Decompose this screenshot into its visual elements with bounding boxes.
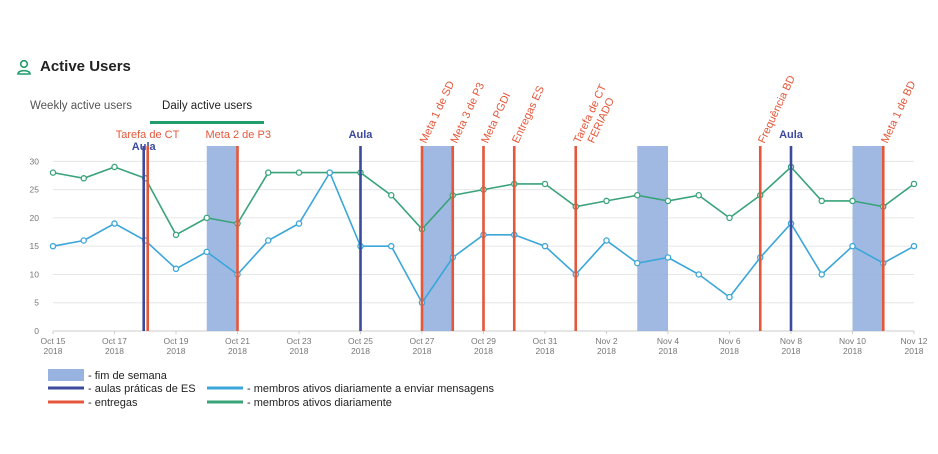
panel-header: Active Users bbox=[16, 58, 131, 75]
x-tick-year-label: 2018 bbox=[228, 346, 247, 356]
x-tick-label: Oct 15 bbox=[40, 336, 65, 346]
x-tick-year-label: 2018 bbox=[474, 346, 493, 356]
weekend-band bbox=[206, 146, 238, 331]
data-point-daily bbox=[387, 191, 395, 199]
data-point-messages bbox=[541, 242, 549, 250]
data-point-daily bbox=[603, 197, 610, 205]
x-tick-label: Nov 12 bbox=[901, 336, 928, 346]
page-title: Active Users bbox=[40, 58, 131, 75]
data-point-messages bbox=[49, 242, 57, 250]
data-point-daily bbox=[664, 197, 672, 205]
x-tick-year-label: 2018 bbox=[105, 346, 124, 356]
x-tick-label: Nov 2 bbox=[595, 336, 617, 346]
x-tick-label: Oct 17 bbox=[102, 336, 127, 346]
y-tick-label: 10 bbox=[30, 269, 40, 279]
x-tick-label: Nov 8 bbox=[780, 336, 802, 346]
data-point-messages bbox=[818, 271, 826, 278]
weekend-band bbox=[422, 146, 453, 331]
x-tick-label: Nov 4 bbox=[657, 336, 679, 346]
tab-weekly-active-users[interactable]: Weekly active users bbox=[30, 100, 133, 112]
tab-bar: Weekly active users Daily active users bbox=[18, 96, 265, 124]
legend-label: - entregas bbox=[88, 397, 138, 409]
data-point-daily bbox=[695, 191, 703, 199]
data-point-daily bbox=[541, 180, 549, 188]
legend-label: - fim de semana bbox=[88, 370, 168, 382]
annotation-label: Aula bbox=[779, 129, 804, 141]
y-tick-label: 15 bbox=[30, 241, 40, 251]
data-point-messages bbox=[203, 248, 210, 256]
data-point-messages bbox=[387, 242, 395, 250]
data-point-messages bbox=[849, 242, 856, 250]
x-tick-label: Oct 19 bbox=[163, 336, 188, 346]
x-tick-year-label: 2018 bbox=[290, 346, 309, 356]
annotation-label: Aula bbox=[132, 141, 157, 153]
y-tick-label: 0 bbox=[34, 326, 39, 336]
data-point-messages bbox=[326, 169, 333, 176]
x-tick-label: Nov 6 bbox=[718, 336, 740, 346]
data-point-messages bbox=[634, 259, 641, 267]
data-point-messages bbox=[264, 237, 272, 244]
data-point-daily bbox=[849, 197, 856, 205]
x-tick-label: Oct 21 bbox=[225, 336, 250, 346]
legend-swatch-box bbox=[48, 369, 84, 381]
y-tick-label: 20 bbox=[30, 213, 40, 223]
data-point-messages bbox=[295, 220, 303, 227]
data-point-messages bbox=[172, 265, 180, 273]
data-point-messages bbox=[726, 293, 733, 301]
x-tick-year-label: 2018 bbox=[843, 346, 862, 356]
annotation-label: Aula bbox=[349, 129, 374, 141]
x-tick-year-label: 2018 bbox=[782, 346, 801, 356]
data-point-messages bbox=[695, 271, 703, 278]
data-point-daily bbox=[264, 169, 272, 176]
weekend-band bbox=[637, 146, 668, 331]
data-point-daily bbox=[818, 197, 826, 205]
data-point-daily bbox=[295, 169, 303, 176]
data-point-messages bbox=[603, 237, 610, 244]
x-tick-year-label: 2018 bbox=[413, 346, 432, 356]
user-icon bbox=[17, 59, 31, 75]
x-tick-year-label: 2018 bbox=[905, 346, 924, 356]
data-point-messages bbox=[80, 237, 88, 244]
y-tick-label: 25 bbox=[30, 185, 40, 195]
x-tick-label: Oct 27 bbox=[409, 336, 434, 346]
tab-daily-active-users[interactable]: Daily active users bbox=[150, 96, 265, 124]
data-point-daily bbox=[49, 169, 57, 176]
data-point-daily bbox=[111, 163, 118, 171]
data-point-daily bbox=[80, 175, 88, 182]
data-point-messages bbox=[111, 220, 118, 227]
annotation-label: Meta 1 de BD bbox=[879, 79, 918, 145]
annotation-label: Meta PGDI bbox=[479, 91, 513, 145]
x-tick-label: Nov 10 bbox=[839, 336, 866, 346]
data-point-daily bbox=[172, 231, 180, 239]
x-tick-label: Oct 23 bbox=[286, 336, 311, 346]
x-tick-label: Oct 29 bbox=[471, 336, 496, 346]
x-tick-year-label: 2018 bbox=[351, 346, 370, 356]
annotation-label: Meta 2 de P3 bbox=[206, 129, 271, 141]
x-tick-year-label: 2018 bbox=[597, 346, 616, 356]
data-point-daily bbox=[634, 191, 641, 199]
data-point-daily bbox=[726, 214, 733, 222]
x-tick-label: Oct 31 bbox=[532, 336, 557, 346]
x-tick-year-label: 2018 bbox=[659, 346, 678, 356]
x-tick-year-label: 2018 bbox=[536, 346, 555, 356]
data-point-messages bbox=[910, 242, 918, 250]
legend-label: - membros ativos diariamente bbox=[247, 397, 392, 409]
data-point-daily bbox=[203, 214, 210, 222]
y-tick-label: 30 bbox=[30, 156, 40, 166]
data-point-messages bbox=[664, 254, 672, 261]
annotation-label: Tarefa de CT bbox=[116, 129, 180, 141]
legend-label: - membros ativos diariamente a enviar me… bbox=[247, 383, 495, 395]
x-tick-label: Oct 25 bbox=[348, 336, 373, 346]
annotation-label: Entregas ES bbox=[510, 84, 547, 145]
data-point-daily bbox=[910, 180, 918, 188]
x-tick-year-label: 2018 bbox=[44, 346, 63, 356]
x-tick-year-label: 2018 bbox=[720, 346, 739, 356]
legend-label: - aulas práticas de ES bbox=[88, 383, 196, 395]
weekend-band bbox=[852, 146, 884, 331]
y-tick-label: 5 bbox=[34, 298, 39, 308]
x-tick-year-label: 2018 bbox=[167, 346, 186, 356]
